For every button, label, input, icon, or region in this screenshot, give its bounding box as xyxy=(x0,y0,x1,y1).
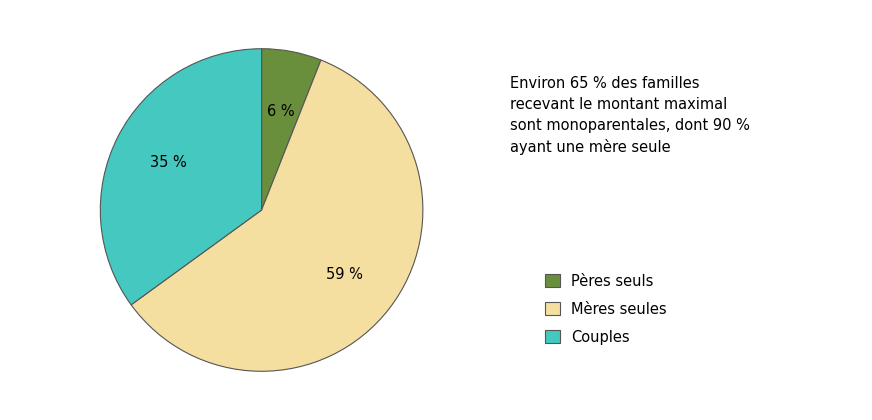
Text: 59 %: 59 % xyxy=(326,267,363,282)
Wedge shape xyxy=(100,49,262,305)
Text: 6 %: 6 % xyxy=(267,104,294,119)
Text: 35 %: 35 % xyxy=(150,155,187,170)
Text: Environ 65 % des familles
recevant le montant maximal
sont monoparentales, dont : Environ 65 % des familles recevant le mo… xyxy=(510,76,750,155)
Legend: Pères seuls, Mères seules, Couples: Pères seuls, Mères seules, Couples xyxy=(539,268,673,351)
Wedge shape xyxy=(131,60,423,371)
Wedge shape xyxy=(262,49,321,210)
